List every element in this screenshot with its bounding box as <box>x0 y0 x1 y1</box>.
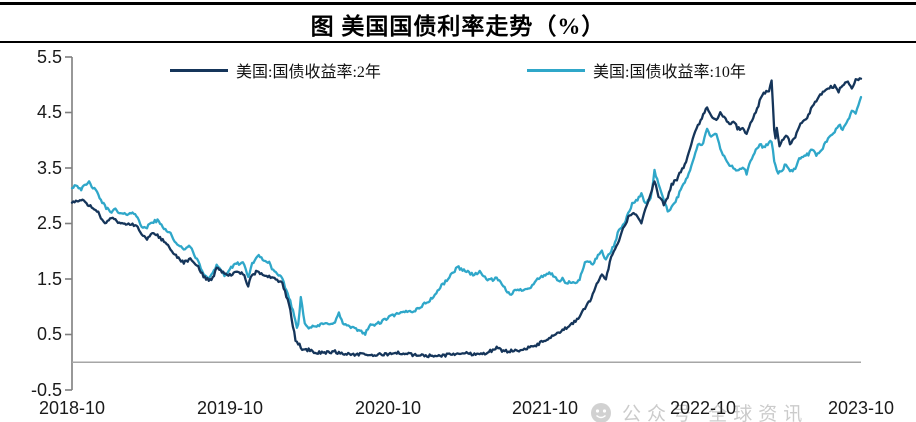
x-tick-label: 2023-10 <box>827 398 895 418</box>
legend-swatch-10y <box>527 68 585 72</box>
chart-title: 图 美国国债利率走势（%） <box>310 14 606 39</box>
legend-swatch-2y <box>170 68 228 72</box>
y-tick-label: 5.5 <box>36 47 62 67</box>
legend-label-2y: 美国:国债收益率:2年 <box>236 64 381 81</box>
x-tick-label: 2022-10 <box>669 398 737 418</box>
legend-item-2y: 美国:国债收益率:2年 <box>170 58 381 82</box>
x-tick-label: 2021-10 <box>511 398 579 418</box>
x-tick-label: 2018-10 <box>38 398 106 418</box>
top-border-rule <box>0 2 916 5</box>
y-tick-label: 2.5 <box>36 213 62 233</box>
legend-label-10y: 美国:国债收益率:10年 <box>593 64 746 81</box>
legend-item-10y: 美国:国债收益率:10年 <box>527 58 746 82</box>
x-tick-label: 2019-10 <box>196 398 264 418</box>
title-divider-rule <box>0 41 916 43</box>
x-tick-label: 2020-10 <box>354 398 422 418</box>
wechat-face-icon <box>591 402 611 422</box>
watermark: 公众号 全球资讯 <box>590 399 808 422</box>
y-tick-label: 1.5 <box>36 269 62 289</box>
y-tick-label: 4.5 <box>36 102 62 122</box>
y-tick-label: 0.5 <box>36 324 62 344</box>
y-tick-label: 3.5 <box>36 158 62 178</box>
y-tick-label: -0.5 <box>30 380 62 400</box>
watermark-text: 公众号 全球资讯 <box>622 404 809 422</box>
